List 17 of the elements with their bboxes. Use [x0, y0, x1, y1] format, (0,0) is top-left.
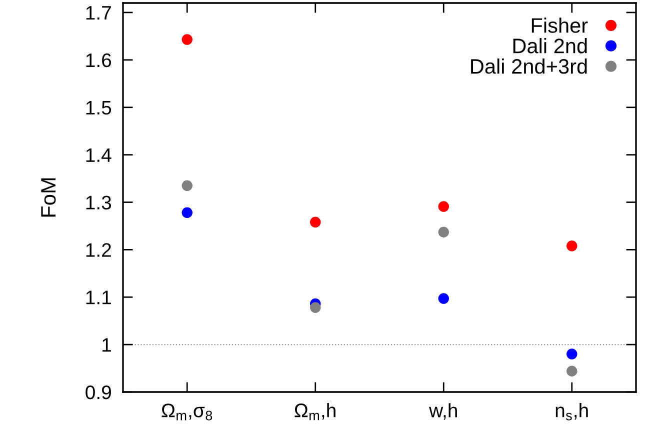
- y-tick-label: 1.6: [86, 53, 112, 68]
- x-tick-label: n$_{s}$,h: [556, 403, 588, 420]
- y-tick-label: 1.3: [86, 196, 112, 210]
- x-tick-label: w,h: [429, 403, 457, 420]
- x-tick-label: Ω$_{m}$,σ$_{8}$: [162, 404, 212, 420]
- y-tick-label: 1.1: [86, 290, 111, 304]
- y-tick-label: 0.9: [86, 385, 111, 400]
- x-tick-label: Ω$_{m}$,h: [294, 403, 336, 420]
- y-axis-title: FoM: [41, 178, 56, 217]
- y-tick-label: 1.7: [86, 6, 111, 20]
- y-tick-label: 1: [102, 338, 111, 352]
- y-tick-label: 1.4: [86, 148, 112, 162]
- legend-label: Dali 2nd: [513, 38, 587, 54]
- y-tick-label: 1.5: [86, 101, 112, 115]
- legend-label: Dali 2nd+3rd: [471, 58, 587, 74]
- legend-label: Fisher: [532, 18, 588, 33]
- y-tick-label: 1.2: [86, 243, 111, 257]
